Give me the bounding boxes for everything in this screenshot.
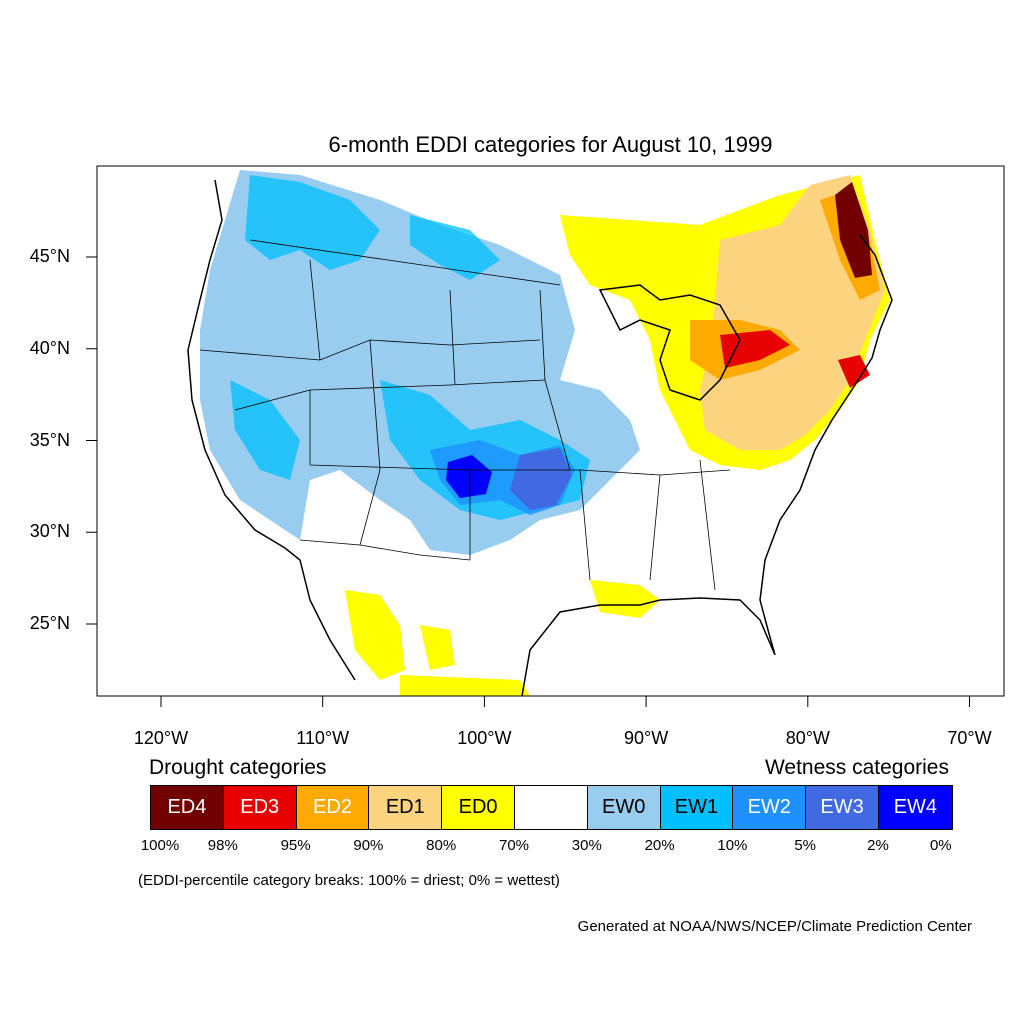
lat-label: 40°N: [29, 337, 70, 358]
lat-label: 25°N: [29, 613, 70, 633]
category-box: [514, 786, 588, 829]
category-box: ED1: [369, 786, 443, 829]
map-title: 6-month EDDI categories for August 10, 1…: [328, 132, 773, 157]
lon-label: 70°W: [947, 728, 992, 748]
lat-label: 45°N: [29, 246, 70, 266]
category-box: ED3: [223, 786, 297, 829]
break-label: 0%: [929, 837, 952, 854]
lat-label: 30°N: [29, 521, 70, 542]
category-box: EW0: [587, 786, 661, 829]
break-label: 10%: [717, 837, 748, 854]
lon-label: 110°W: [296, 728, 350, 748]
drought-heading: Drought categories: [149, 756, 327, 779]
lat-ticks: [86, 256, 97, 625]
lat-label: 35°N: [29, 429, 70, 450]
category-box: EW4: [878, 786, 952, 829]
break-label: 95%: [280, 837, 311, 854]
lon-label: 120°W: [133, 728, 189, 748]
category-box: EW2: [733, 786, 807, 829]
gulf-drought-ed0: [590, 580, 660, 618]
northeast-drought-ed3: [720, 330, 870, 388]
break-label: 2%: [867, 837, 889, 854]
break-label: 80%: [426, 837, 457, 854]
category-box: EW1: [660, 786, 734, 829]
credit-line: Generated at NOAA/NWS/NCEP/Climate Predi…: [577, 918, 972, 935]
coastlines: [187, 179, 893, 696]
category-note: (EDDI-percentile category breaks: 100% =…: [138, 872, 560, 889]
lon-ticks: [160, 696, 970, 707]
northeast-drought-ed2: [690, 190, 880, 380]
northeast-drought-ed4: [835, 182, 872, 278]
break-label: 5%: [794, 837, 817, 854]
category-box: ED0: [442, 786, 515, 829]
category-box: ED4: [151, 786, 224, 829]
break-label: 30%: [571, 837, 602, 854]
map-frame: [96, 165, 1005, 697]
lon-label: 90°W: [623, 728, 669, 748]
break-label: 20%: [644, 837, 675, 854]
category-colorbar: ED4 ED3 ED2 ED1 ED0 EW0 EW1 EW2 EW3 EW4: [150, 785, 953, 830]
map-content: [190, 170, 890, 696]
break-label: 70%: [498, 837, 530, 854]
break-label: 100%: [140, 837, 180, 854]
central-wetness-ew4: [446, 455, 492, 498]
mexico-drought-ed0: [345, 590, 530, 696]
category-box: EW3: [806, 786, 879, 829]
lon-label: 100°W: [457, 728, 512, 748]
west-wetness-ew1: [230, 175, 590, 520]
wetness-heading: Wetness categories: [764, 756, 949, 779]
break-label: 98%: [207, 837, 238, 854]
central-wetness-ew3: [510, 448, 572, 510]
break-label: 90%: [353, 837, 384, 854]
lon-label: 80°W: [785, 728, 830, 748]
state-boundaries: [199, 239, 731, 591]
category-box: ED2: [296, 786, 370, 829]
